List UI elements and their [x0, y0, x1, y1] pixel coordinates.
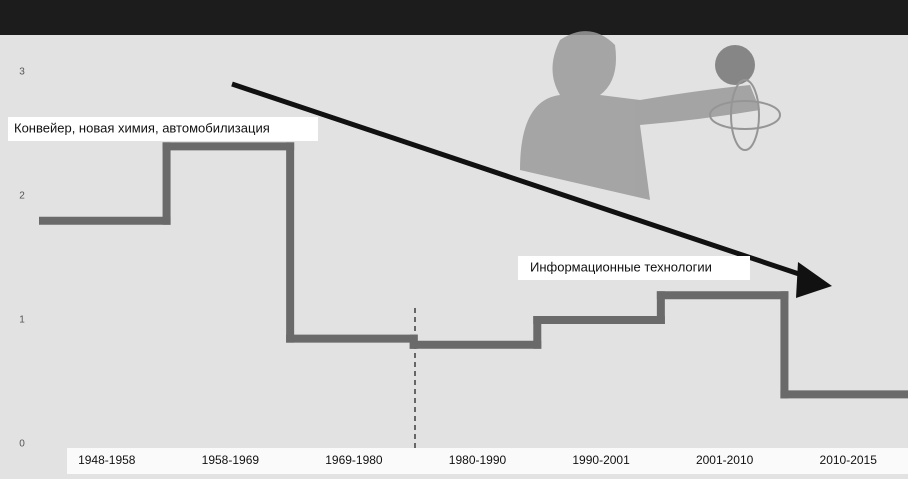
y-tick-label: 3 [19, 67, 25, 78]
top-bar [0, 0, 908, 35]
x-tick-label: 1958-1969 [202, 453, 260, 467]
x-tick-label: 1990-2001 [572, 453, 630, 467]
sputnik [715, 45, 755, 85]
annotation: Конвейер, новая химия, автомобилизация [14, 120, 270, 135]
y-tick-label: 2 [19, 191, 25, 202]
x-tick-label: 1980-1990 [449, 453, 507, 467]
background [0, 0, 908, 479]
x-tick-label: 2010-2015 [820, 453, 878, 467]
y-tick-label: 1 [19, 315, 25, 326]
annotation: Информационные технологии [530, 259, 712, 274]
x-tick-label: 1969-1980 [325, 453, 383, 467]
page: {"chart_data": {"type": "step", "categor… [0, 0, 908, 479]
chart: Конвейер, новая химия, автомобилизация И… [0, 0, 908, 479]
x-tick-label: 2001-2010 [696, 453, 754, 467]
x-tick-label: 1948-1958 [78, 453, 136, 467]
y-tick-label: 0 [19, 439, 25, 450]
